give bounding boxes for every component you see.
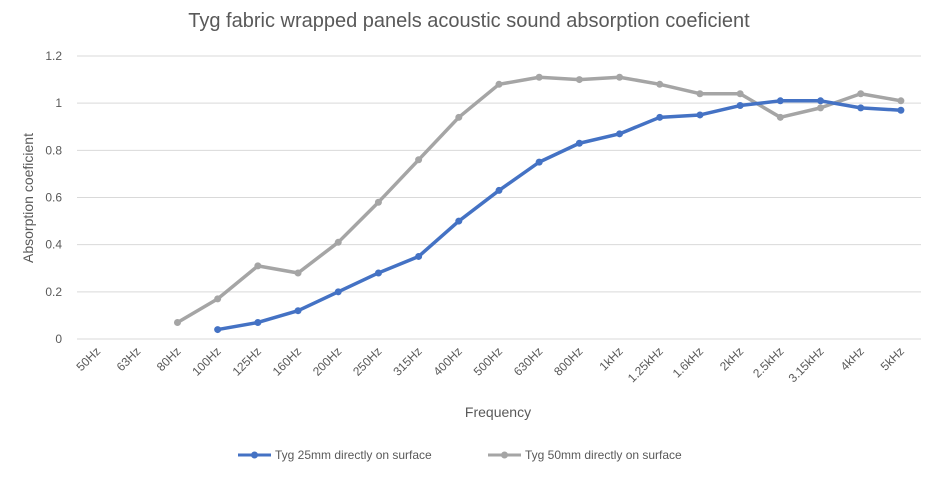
legend-swatch-marker bbox=[501, 451, 508, 459]
data-point bbox=[495, 186, 503, 194]
data-point bbox=[214, 326, 222, 334]
x-tick-label: 1.6kHz bbox=[670, 344, 706, 380]
data-point bbox=[817, 104, 825, 112]
legend-label: Tyg 50mm directly on surface bbox=[525, 448, 682, 462]
y-tick-label: 0.8 bbox=[45, 143, 62, 157]
data-point bbox=[857, 104, 865, 112]
y-tick-label: 0 bbox=[55, 332, 62, 346]
x-tick-label: 4kHz bbox=[838, 344, 867, 373]
data-point bbox=[656, 80, 664, 88]
data-point bbox=[334, 238, 342, 246]
data-point bbox=[535, 73, 543, 81]
x-tick-label: 1kHz bbox=[596, 344, 625, 373]
data-point bbox=[897, 97, 905, 105]
data-point bbox=[696, 111, 704, 119]
data-point bbox=[254, 262, 262, 270]
y-tick-label: 0.6 bbox=[45, 191, 62, 205]
x-tick-label: 100Hz bbox=[189, 344, 223, 378]
x-axis-ticks: 50Hz 63Hz 80Hz 100Hz 125Hz 160Hz 200Hz 250Hz 315… bbox=[74, 344, 908, 385]
legend-swatch-marker bbox=[251, 451, 258, 459]
y-tick-label: 1.2 bbox=[45, 49, 62, 63]
data-point bbox=[736, 102, 744, 110]
x-tick-label: 125Hz bbox=[230, 344, 264, 378]
y-tick-label: 0.2 bbox=[45, 285, 62, 299]
data-point bbox=[214, 295, 222, 303]
data-point bbox=[776, 113, 784, 121]
x-tick-label: 2.5kHz bbox=[750, 344, 786, 380]
x-tick-label: 3.15kHz bbox=[786, 344, 827, 385]
data-point bbox=[495, 80, 503, 88]
x-tick-label: 80Hz bbox=[154, 344, 184, 374]
x-tick-label: 250Hz bbox=[350, 344, 384, 378]
data-point bbox=[696, 90, 704, 98]
gridlines bbox=[77, 55, 921, 340]
data-point bbox=[415, 156, 423, 164]
data-point bbox=[616, 130, 624, 138]
x-tick-label: 1.25kHz bbox=[625, 344, 666, 385]
data-point bbox=[575, 139, 583, 147]
x-tick-label: 63Hz bbox=[114, 344, 144, 374]
chart-title: Tyg fabric wrapped panels acoustic sound… bbox=[188, 10, 750, 32]
x-tick-label: 630Hz bbox=[511, 344, 545, 378]
data-point bbox=[616, 73, 624, 81]
data-point bbox=[656, 113, 664, 121]
legend-label: Tyg 25mm directly on surface bbox=[275, 448, 432, 462]
legend: Tyg 25mm directly on surface Tyg 50mm dir… bbox=[238, 448, 682, 462]
data-point bbox=[535, 158, 543, 166]
x-tick-label: 800Hz bbox=[551, 344, 585, 378]
data-point bbox=[857, 90, 865, 98]
x-tick-label: 2kHz bbox=[717, 344, 746, 373]
data-point bbox=[776, 97, 784, 105]
data-point bbox=[374, 269, 382, 277]
series-line bbox=[217, 99, 902, 332]
data-point bbox=[736, 90, 744, 98]
data-point bbox=[374, 198, 382, 206]
data-point bbox=[173, 318, 181, 326]
y-axis-label: Absorption coeficient bbox=[20, 133, 36, 263]
x-axis-label: Frequency bbox=[465, 404, 531, 420]
data-point bbox=[817, 97, 825, 105]
x-tick-label: 160Hz bbox=[270, 344, 304, 378]
data-point bbox=[897, 106, 905, 114]
x-tick-label: 315Hz bbox=[390, 344, 424, 378]
x-tick-label: 400Hz bbox=[431, 344, 465, 378]
data-point bbox=[254, 318, 262, 326]
data-point bbox=[455, 217, 463, 225]
y-tick-label: 1 bbox=[55, 96, 62, 110]
data-point bbox=[575, 76, 583, 84]
data-point bbox=[294, 269, 302, 277]
data-point bbox=[294, 307, 302, 315]
series-line bbox=[176, 75, 902, 325]
data-point bbox=[334, 288, 342, 296]
x-tick-label: 200Hz bbox=[310, 344, 344, 378]
x-tick-label: 5kHz bbox=[878, 344, 907, 373]
data-point bbox=[415, 252, 423, 260]
data-point bbox=[455, 113, 463, 121]
y-axis-ticks: 0 0.2 0.4 0.6 0.8 1 1.2 bbox=[45, 49, 62, 346]
y-tick-label: 0.4 bbox=[45, 238, 62, 252]
x-tick-label: 500Hz bbox=[471, 344, 505, 378]
series-layer bbox=[173, 73, 905, 334]
x-tick-label: 50Hz bbox=[74, 344, 104, 374]
